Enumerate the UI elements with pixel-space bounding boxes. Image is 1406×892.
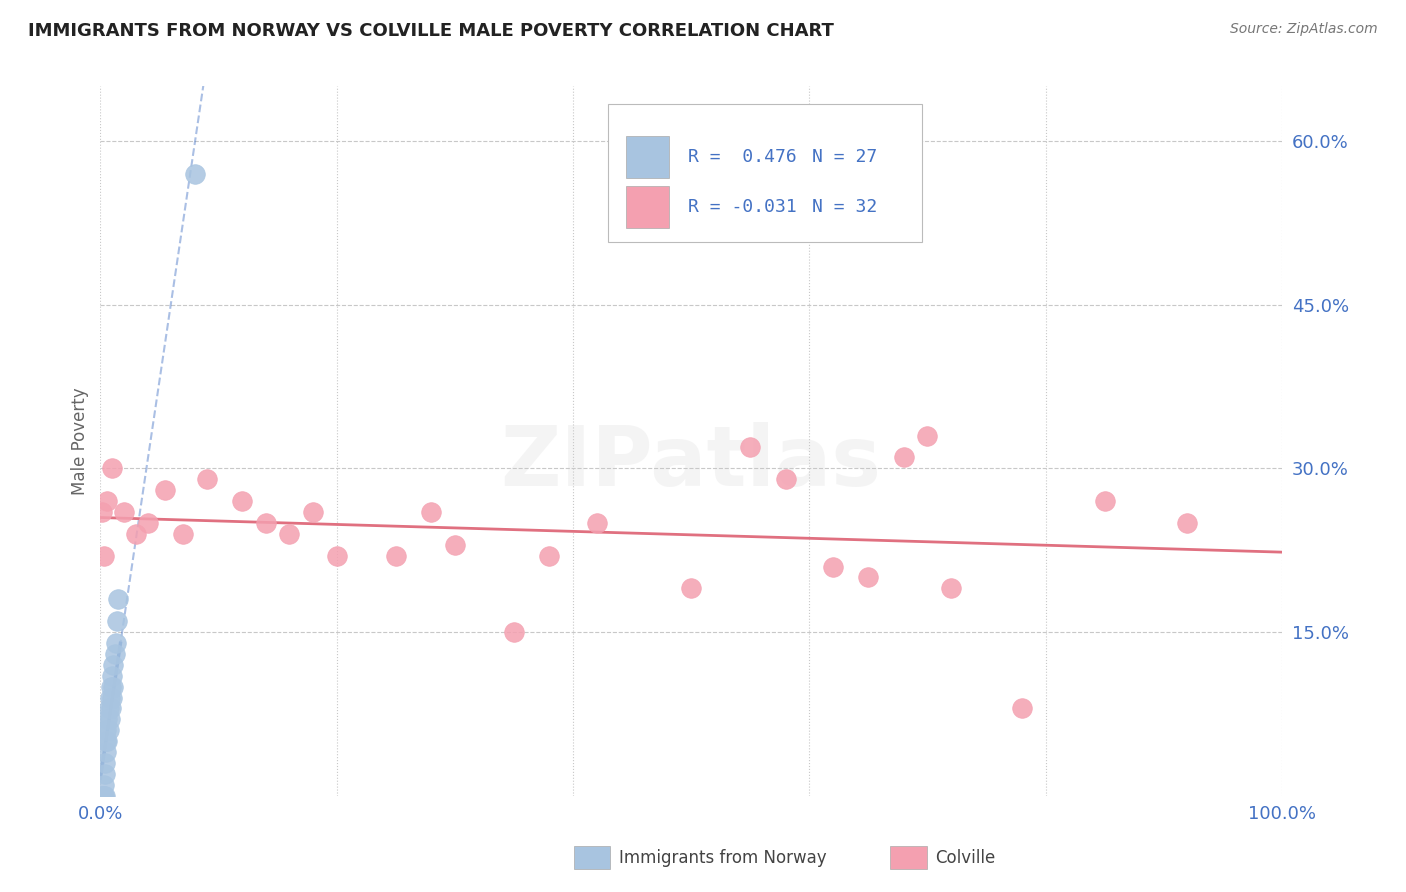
Point bbox=[939, 582, 962, 596]
Point bbox=[195, 472, 218, 486]
Text: Colville: Colville bbox=[935, 849, 995, 867]
Point bbox=[112, 505, 135, 519]
Point bbox=[1094, 494, 1116, 508]
FancyBboxPatch shape bbox=[609, 104, 921, 243]
Point bbox=[155, 483, 177, 498]
Point bbox=[100, 701, 122, 715]
Point bbox=[821, 559, 844, 574]
FancyBboxPatch shape bbox=[626, 136, 669, 178]
Point bbox=[94, 789, 117, 803]
Point bbox=[101, 690, 124, 705]
Point bbox=[325, 549, 347, 563]
Point bbox=[172, 526, 194, 541]
Point bbox=[302, 505, 325, 519]
Point bbox=[101, 669, 124, 683]
Point bbox=[538, 549, 561, 563]
Point bbox=[104, 636, 127, 650]
Point bbox=[740, 440, 762, 454]
Point bbox=[93, 778, 115, 792]
Point bbox=[91, 789, 114, 803]
Point bbox=[101, 461, 124, 475]
Point bbox=[90, 505, 112, 519]
Point bbox=[97, 701, 120, 715]
Point bbox=[917, 428, 939, 442]
Point bbox=[96, 734, 118, 748]
Text: N = 32: N = 32 bbox=[811, 198, 877, 216]
Point bbox=[93, 789, 115, 803]
Point bbox=[184, 167, 207, 181]
Point bbox=[97, 723, 120, 738]
Point bbox=[98, 712, 121, 726]
Text: ZIPatlas: ZIPatlas bbox=[501, 422, 882, 503]
Point bbox=[136, 516, 159, 530]
Text: Source: ZipAtlas.com: Source: ZipAtlas.com bbox=[1230, 22, 1378, 37]
Point bbox=[420, 505, 443, 519]
Point bbox=[858, 570, 880, 584]
Point bbox=[103, 647, 125, 661]
Point bbox=[94, 767, 117, 781]
Point bbox=[1177, 516, 1199, 530]
Point bbox=[98, 690, 121, 705]
Point bbox=[107, 592, 129, 607]
Point bbox=[96, 723, 118, 738]
Point bbox=[585, 516, 607, 530]
Text: R = -0.031: R = -0.031 bbox=[688, 198, 796, 216]
Point bbox=[278, 526, 301, 541]
Text: R =  0.476: R = 0.476 bbox=[688, 148, 796, 166]
Point bbox=[105, 614, 128, 628]
Y-axis label: Male Poverty: Male Poverty bbox=[72, 387, 89, 495]
Point bbox=[254, 516, 277, 530]
Point bbox=[681, 582, 703, 596]
Point bbox=[96, 494, 118, 508]
Point bbox=[90, 789, 112, 803]
Point bbox=[384, 549, 406, 563]
Point bbox=[103, 680, 125, 694]
Point bbox=[503, 625, 526, 640]
Point bbox=[1011, 701, 1033, 715]
Point bbox=[125, 526, 148, 541]
Point bbox=[93, 549, 115, 563]
Text: IMMIGRANTS FROM NORWAY VS COLVILLE MALE POVERTY CORRELATION CHART: IMMIGRANTS FROM NORWAY VS COLVILLE MALE … bbox=[28, 22, 834, 40]
Point bbox=[103, 657, 125, 672]
FancyBboxPatch shape bbox=[626, 186, 669, 227]
Text: Immigrants from Norway: Immigrants from Norway bbox=[619, 849, 827, 867]
Point bbox=[443, 538, 465, 552]
Point bbox=[96, 712, 118, 726]
Point bbox=[94, 756, 117, 770]
Text: N = 27: N = 27 bbox=[811, 148, 877, 166]
Point bbox=[100, 680, 122, 694]
Point bbox=[231, 494, 253, 508]
Point bbox=[893, 450, 915, 465]
Point bbox=[775, 472, 797, 486]
Point bbox=[96, 734, 118, 748]
Point bbox=[96, 745, 118, 759]
